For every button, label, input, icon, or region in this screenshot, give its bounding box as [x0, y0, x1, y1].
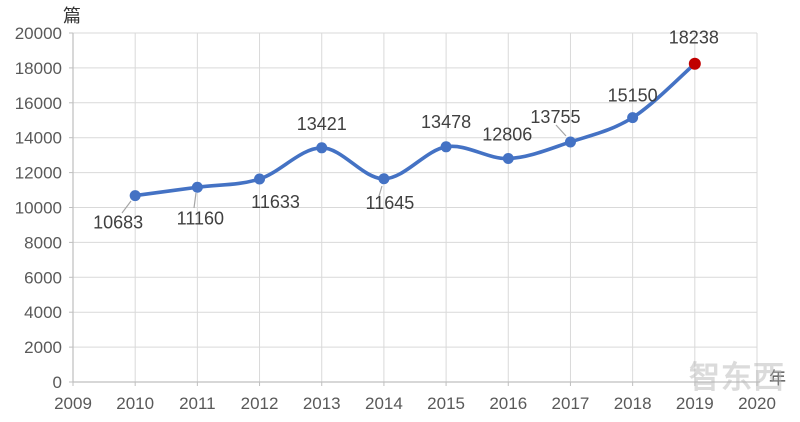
x-axis-title: 年 [769, 369, 786, 388]
y-tick-label-2000: 2000 [24, 338, 62, 357]
y-tick-label-18000: 18000 [15, 59, 62, 78]
data-label-2016: 12806 [482, 125, 532, 145]
data-point-2011 [191, 181, 203, 193]
leader-line-2014 [378, 185, 383, 197]
data-labels: 10683 11160 11633 13421 11645 13478 1280613755… [93, 28, 719, 233]
data-point-2019 [688, 57, 701, 70]
data-label-2018: 15150 [608, 86, 658, 106]
x-tick-label-2018: 2018 [614, 394, 652, 413]
leader-line-2017 [555, 124, 567, 137]
x-tick-label-2012: 2012 [241, 394, 279, 413]
data-label-2019: 18238 [669, 28, 719, 48]
horizontal-gridlines [73, 32, 757, 383]
x-tick-labels: 2009 2010 2011 2012 2013 2014 2015 2016 2017 2018… [54, 394, 776, 413]
data-label-2011: 11160 [177, 208, 224, 228]
data-point-2010 [129, 190, 141, 202]
y-tick-label-4000: 4000 [24, 303, 62, 322]
x-tick-label-2010: 2010 [116, 394, 154, 413]
data-label-2015: 13478 [421, 112, 471, 132]
data-point-2014 [378, 173, 390, 185]
x-tick-label-2016: 2016 [489, 394, 527, 413]
data-point-2016 [502, 153, 514, 165]
leader-lines [121, 124, 567, 214]
data-point-2012 [254, 173, 266, 185]
leader-line-2010 [121, 200, 132, 214]
y-axis-title: 篇 [63, 6, 81, 26]
x-tick-label-2013: 2013 [303, 394, 341, 413]
y-tick-label-10000: 10000 [15, 199, 62, 218]
y-tick-label-16000: 16000 [15, 94, 62, 113]
x-tick-label-2020: 2020 [738, 394, 776, 413]
data-label-2017: 13755 [530, 107, 580, 127]
data-point-2015 [440, 141, 452, 153]
x-tick-label-2019: 2019 [676, 394, 714, 413]
series-line [133, 61, 697, 198]
data-label-2014: 11645 [366, 193, 415, 213]
y-tick-label-12000: 12000 [15, 164, 62, 183]
y-tick-label-8000: 8000 [24, 233, 62, 252]
data-point-2018 [627, 112, 639, 124]
data-points [129, 57, 701, 202]
y-tick-label-6000: 6000 [24, 268, 62, 287]
x-tick-label-2017: 2017 [552, 394, 590, 413]
data-label-2010: 10683 [93, 213, 143, 233]
y-tick-label-0: 0 [53, 373, 62, 392]
x-tick-label-2014: 2014 [365, 394, 403, 413]
data-point-2017 [564, 136, 576, 148]
x-tick-label-2009: 2009 [54, 394, 92, 413]
series [133, 61, 697, 198]
data-label-2012: 11633 [251, 192, 300, 212]
x-tick-label-2015: 2015 [427, 394, 465, 413]
y-tick-labels: 0 2000 4000 6000 8000 10000 12000 14000 16000 180… [15, 24, 62, 392]
data-point-2013 [316, 142, 328, 154]
axis-lines [72, 33, 760, 383]
y-tick-label-14000: 14000 [15, 129, 62, 148]
axis-tick-marks [69, 32, 758, 386]
leader-line-2011 [193, 192, 197, 209]
y-tick-label-20000: 20000 [15, 24, 62, 43]
data-label-2013: 13421 [297, 114, 347, 134]
x-tick-label-2011: 2011 [179, 394, 216, 413]
